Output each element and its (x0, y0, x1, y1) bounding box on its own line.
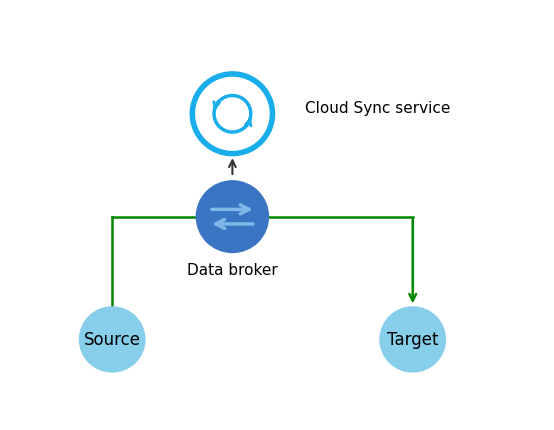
Ellipse shape (196, 181, 269, 254)
Ellipse shape (379, 307, 446, 373)
Text: Source: Source (84, 331, 141, 349)
Text: Cloud Sync service: Cloud Sync service (305, 100, 451, 115)
Ellipse shape (192, 75, 273, 154)
Text: Target: Target (387, 331, 438, 349)
Text: Data broker: Data broker (187, 263, 278, 278)
Ellipse shape (79, 307, 146, 373)
